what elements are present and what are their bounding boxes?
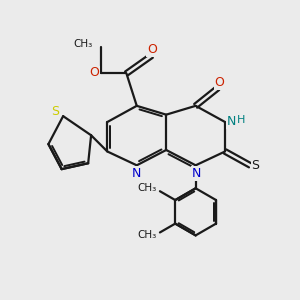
Text: S: S (51, 105, 59, 118)
Text: O: O (214, 76, 224, 89)
Text: S: S (251, 159, 260, 172)
Text: O: O (89, 66, 99, 80)
Text: CH₃: CH₃ (73, 39, 93, 49)
Text: N: N (191, 167, 201, 180)
Text: N: N (227, 115, 236, 128)
Text: CH₃: CH₃ (137, 183, 156, 193)
Text: O: O (147, 44, 157, 56)
Text: N: N (131, 167, 141, 180)
Text: CH₃: CH₃ (137, 230, 156, 240)
Text: H: H (237, 115, 245, 125)
